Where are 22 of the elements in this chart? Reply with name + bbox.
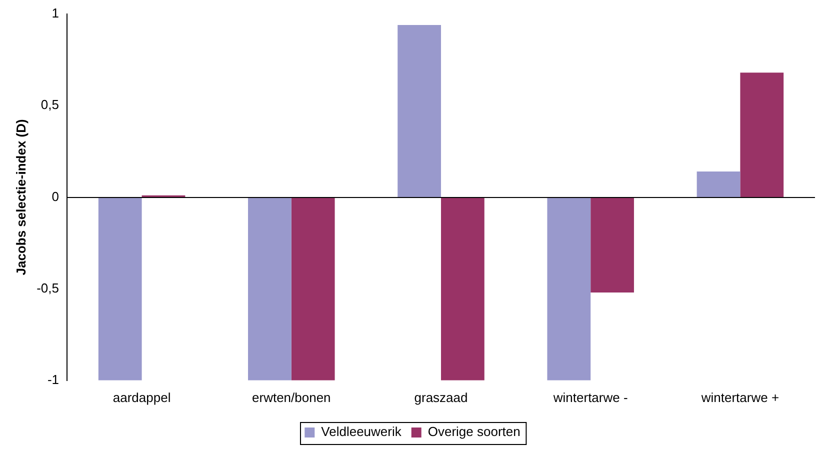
y-tick-label: -1 bbox=[47, 372, 59, 387]
bar bbox=[590, 197, 634, 292]
bar bbox=[547, 197, 591, 380]
bar bbox=[441, 197, 484, 380]
x-tick-label: wintertarwe - bbox=[552, 390, 628, 405]
bar bbox=[98, 197, 142, 380]
bar bbox=[696, 172, 740, 198]
bar bbox=[248, 197, 292, 380]
legend-label: Overige soorten bbox=[428, 424, 520, 440]
y-axis-title: Jacobs selectie-index (D) bbox=[13, 119, 28, 276]
bar bbox=[398, 24, 441, 198]
x-tick-label: erwten/bonen bbox=[252, 390, 331, 405]
y-tick-label: 0,5 bbox=[40, 97, 59, 112]
y-tick-label: 1 bbox=[52, 6, 59, 21]
bar bbox=[291, 197, 335, 380]
x-tick-label: aardappel bbox=[112, 390, 171, 405]
y-tick-label: -0,5 bbox=[36, 280, 59, 296]
x-tick-label: wintertarwe + bbox=[700, 390, 780, 405]
legend-label: Veldleeuwerik bbox=[321, 424, 402, 440]
bar bbox=[740, 72, 784, 198]
x-tick-label: graszaad bbox=[414, 390, 468, 405]
y-tick-label: 0 bbox=[52, 188, 59, 204]
